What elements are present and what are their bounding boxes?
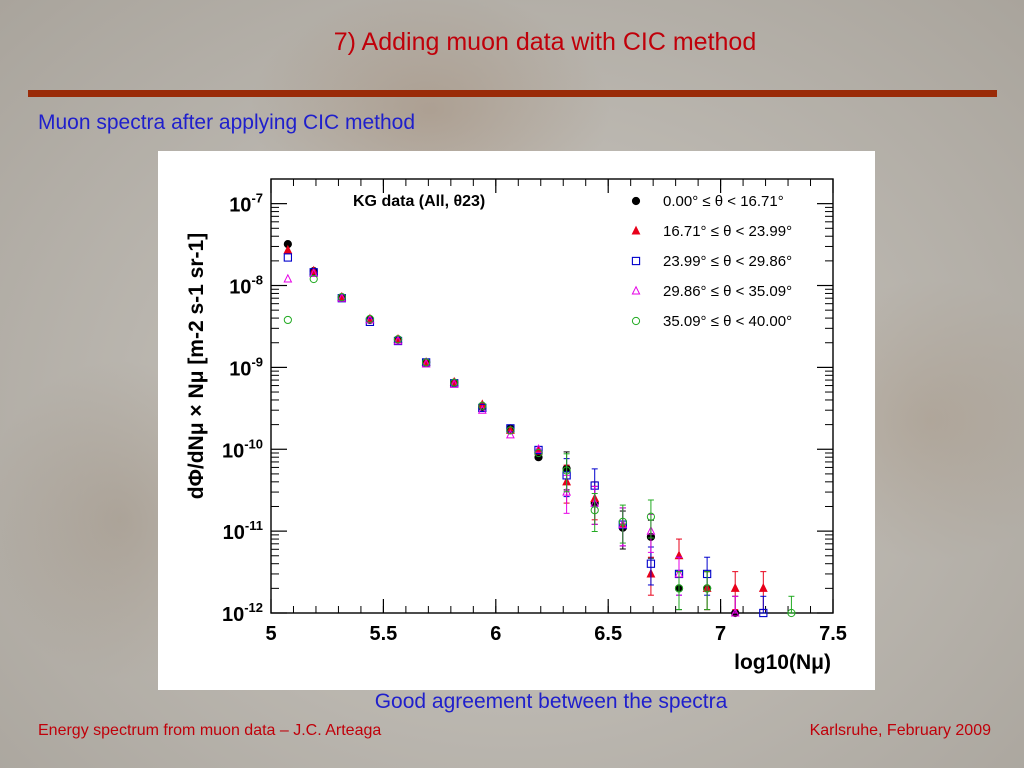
legend-marker — [631, 196, 641, 206]
slide-subtitle: Muon spectra after applying CIC method — [38, 111, 416, 134]
chart-panel: 5 5.5 6 6.5 7 7.5 10-7 10-8 10-9 10-10 10-11 10-12 l… — [158, 151, 875, 690]
y-tick-label: 10-9 — [229, 354, 263, 380]
data-point — [730, 583, 740, 592]
data-point — [674, 584, 684, 593]
data-point — [422, 358, 431, 367]
legend-label: 23.99° ≤ θ < 29.86° — [663, 253, 792, 270]
x-axis-label: log10(Nμ) — [734, 651, 831, 674]
muon-spectra-chart: 5 5.5 6 6.5 7 7.5 10-7 10-8 10-9 10-10 10-11 10-12 l… — [185, 178, 847, 674]
x-tick-label: 5 — [265, 623, 276, 645]
data-point — [759, 608, 768, 618]
legend-label: 35.09° ≤ θ < 40.00° — [663, 313, 792, 330]
data-point — [309, 274, 318, 284]
data-point — [337, 293, 346, 302]
plot-annotation: KG data (All, θ23) — [353, 193, 485, 210]
data-point — [506, 424, 515, 433]
y-tick-label: 10-11 — [223, 518, 263, 544]
data-point — [393, 335, 403, 345]
data-point — [562, 466, 571, 475]
data-point — [477, 404, 487, 414]
data-point — [365, 314, 375, 324]
data-point — [309, 268, 319, 278]
legend-marker — [631, 256, 641, 266]
x-tick-label: 6 — [490, 623, 501, 645]
data-point — [283, 273, 293, 283]
data-point — [758, 583, 768, 592]
caption: Good agreement between the spectra — [374, 690, 728, 713]
data-point — [730, 607, 740, 617]
data-point — [534, 453, 543, 462]
legend-label: 29.86° ≤ θ < 35.09° — [663, 283, 792, 300]
data-point — [534, 448, 543, 458]
slide-title: 7) Adding muon data with CIC method — [333, 28, 757, 56]
x-tick-label: 7 — [715, 623, 726, 645]
data-point — [534, 445, 543, 455]
x-tick-label: 6.5 — [594, 623, 622, 645]
data-point — [646, 559, 656, 568]
data-point — [283, 253, 293, 262]
series-2 — [283, 244, 768, 611]
title-divider — [28, 90, 997, 97]
y-tick-label: 10-12 — [222, 600, 263, 626]
legend-label: 0.00° ≤ θ < 16.71° — [663, 193, 784, 210]
y-tick-label: 10-10 — [222, 436, 263, 462]
y-tick-label: 10-8 — [229, 273, 263, 299]
data-point — [283, 315, 292, 325]
data-point — [449, 379, 459, 388]
legend-marker — [631, 225, 641, 235]
data-point — [506, 429, 515, 439]
data-point — [506, 426, 515, 435]
series-3 — [283, 253, 768, 618]
legend-marker — [631, 285, 641, 295]
data-point — [478, 403, 487, 413]
plot-frame — [270, 178, 834, 614]
series-5 — [283, 274, 796, 618]
footer-right: Karlsruhe, February 2009 — [809, 722, 991, 739]
data-point — [283, 244, 293, 254]
data-point — [450, 378, 459, 387]
y-axis-label: dΦ/dNμ × Nμ [m-2 s-1 sr-1] — [185, 233, 208, 499]
data-point — [534, 443, 543, 453]
data-point — [703, 584, 712, 593]
data-point — [590, 506, 599, 515]
legend-marker — [631, 316, 641, 326]
legend-label: 16.71° ≤ θ < 23.99° — [663, 223, 792, 240]
data-point — [393, 335, 403, 344]
data-point — [421, 358, 431, 368]
x-tick-label: 7.5 — [819, 623, 847, 645]
data-point — [618, 517, 627, 526]
data-point — [478, 401, 487, 410]
x-tick-label: 5.5 — [369, 623, 397, 645]
y-tick-label: 10-7 — [229, 191, 263, 217]
data-point — [787, 608, 796, 618]
footer-left: Energy spectrum from muon data – J.C. Ar… — [38, 722, 382, 739]
data-point — [646, 512, 656, 521]
